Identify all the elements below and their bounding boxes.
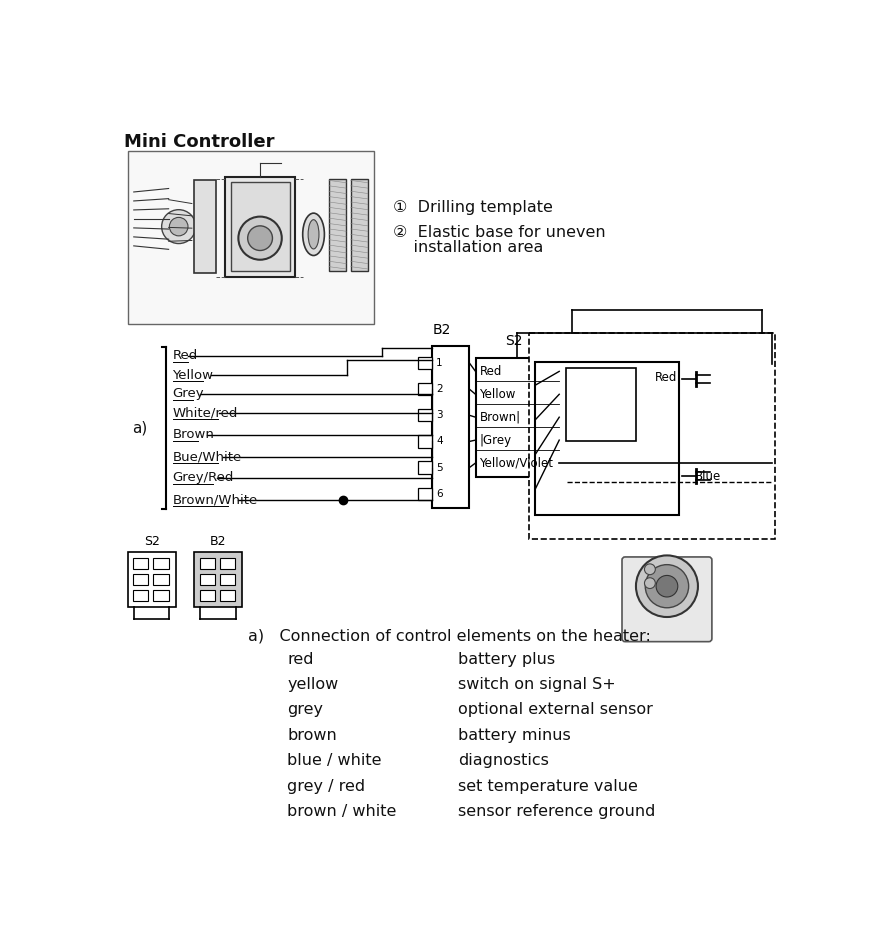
Circle shape bbox=[162, 209, 195, 244]
Text: Red: Red bbox=[655, 371, 677, 384]
Circle shape bbox=[170, 218, 188, 236]
Bar bbox=[418, 409, 432, 421]
Text: a)   Connection of control elements on the heater:: a) Connection of control elements on the… bbox=[248, 629, 652, 644]
Bar bbox=[418, 461, 432, 474]
Bar bbox=[418, 435, 432, 447]
Text: battery plus: battery plus bbox=[458, 652, 555, 667]
Text: Brown: Brown bbox=[172, 428, 215, 441]
Circle shape bbox=[239, 217, 282, 259]
Text: Grey/Red: Grey/Red bbox=[172, 471, 234, 484]
Text: set temperature value: set temperature value bbox=[458, 779, 637, 794]
Bar bbox=[200, 590, 215, 601]
Text: battery minus: battery minus bbox=[458, 728, 570, 743]
Bar bbox=[566, 369, 636, 442]
Circle shape bbox=[644, 564, 655, 575]
Bar bbox=[329, 179, 347, 271]
Text: Brown/White: Brown/White bbox=[172, 494, 258, 507]
Bar bbox=[220, 590, 235, 601]
Text: Brown|: Brown| bbox=[479, 411, 521, 424]
Text: 6: 6 bbox=[436, 489, 443, 499]
Bar bbox=[351, 179, 368, 271]
Text: blue / white: blue / white bbox=[287, 753, 382, 769]
Bar bbox=[220, 557, 235, 569]
Text: Yellow: Yellow bbox=[172, 369, 214, 382]
Text: S2: S2 bbox=[505, 334, 522, 348]
Text: Red: Red bbox=[479, 365, 502, 378]
Bar bbox=[133, 557, 149, 569]
Bar bbox=[153, 590, 169, 601]
Text: ②  Elastic base for uneven: ② Elastic base for uneven bbox=[393, 225, 606, 240]
Bar bbox=[127, 151, 374, 324]
Text: Blue: Blue bbox=[695, 469, 721, 482]
Bar bbox=[127, 552, 176, 607]
Text: switch on signal S+: switch on signal S+ bbox=[458, 677, 615, 692]
Text: a): a) bbox=[133, 420, 148, 435]
Circle shape bbox=[636, 556, 698, 617]
Bar bbox=[194, 181, 216, 273]
FancyBboxPatch shape bbox=[622, 557, 712, 642]
Text: brown: brown bbox=[287, 728, 337, 743]
Text: grey: grey bbox=[287, 703, 324, 718]
Bar bbox=[194, 552, 242, 607]
Bar bbox=[231, 182, 290, 271]
Text: 5: 5 bbox=[436, 463, 443, 472]
Bar bbox=[418, 488, 432, 500]
Text: installation area: installation area bbox=[393, 241, 544, 256]
Bar bbox=[220, 574, 235, 584]
Text: Grey: Grey bbox=[172, 387, 204, 400]
Text: B2: B2 bbox=[432, 323, 451, 337]
Bar bbox=[476, 357, 560, 477]
Bar bbox=[200, 557, 215, 569]
Text: Mini Controller: Mini Controller bbox=[125, 132, 275, 151]
Text: Bue/White: Bue/White bbox=[172, 450, 241, 463]
Bar bbox=[432, 346, 469, 507]
Text: |Grey: |Grey bbox=[479, 433, 512, 446]
Text: Red: Red bbox=[172, 349, 198, 362]
Text: Yellow/Violet: Yellow/Violet bbox=[479, 457, 553, 469]
Bar bbox=[153, 557, 169, 569]
Text: ①  Drilling template: ① Drilling template bbox=[393, 200, 553, 215]
Text: red: red bbox=[287, 652, 314, 667]
Bar bbox=[133, 590, 149, 601]
Bar bbox=[529, 332, 775, 539]
Text: yellow: yellow bbox=[287, 677, 339, 692]
Bar bbox=[418, 357, 432, 369]
Text: 1: 1 bbox=[436, 358, 443, 368]
Bar bbox=[535, 362, 679, 515]
Circle shape bbox=[645, 565, 689, 607]
Text: B2: B2 bbox=[210, 534, 226, 547]
Circle shape bbox=[656, 575, 678, 597]
Bar bbox=[418, 383, 432, 395]
Text: diagnostics: diagnostics bbox=[458, 753, 549, 769]
Bar bbox=[133, 574, 149, 584]
Text: sensor reference ground: sensor reference ground bbox=[458, 804, 655, 820]
Bar bbox=[225, 177, 295, 277]
Text: White/red: White/red bbox=[172, 407, 238, 419]
Text: S2: S2 bbox=[143, 534, 159, 547]
Ellipse shape bbox=[309, 219, 319, 249]
Ellipse shape bbox=[302, 213, 324, 256]
Bar bbox=[200, 574, 215, 584]
Text: 3: 3 bbox=[436, 410, 443, 420]
Text: 2: 2 bbox=[436, 384, 443, 394]
Text: optional external sensor: optional external sensor bbox=[458, 703, 652, 718]
Text: 4: 4 bbox=[436, 436, 443, 446]
Text: brown / white: brown / white bbox=[287, 804, 397, 820]
Text: grey / red: grey / red bbox=[287, 779, 365, 794]
Bar bbox=[153, 574, 169, 584]
Text: Yellow: Yellow bbox=[479, 388, 515, 401]
Circle shape bbox=[248, 226, 272, 251]
Circle shape bbox=[644, 578, 655, 589]
